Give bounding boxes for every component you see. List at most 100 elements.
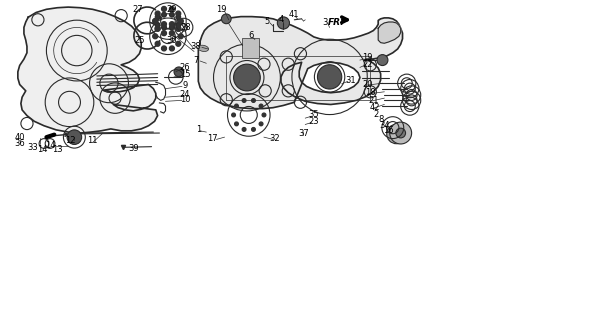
Text: 40: 40 <box>15 133 25 142</box>
Circle shape <box>153 19 158 23</box>
Circle shape <box>169 12 174 17</box>
Text: 23: 23 <box>308 117 319 126</box>
Circle shape <box>155 15 160 20</box>
Text: 26: 26 <box>180 63 190 72</box>
Text: 21: 21 <box>368 96 379 105</box>
Circle shape <box>252 99 255 102</box>
Circle shape <box>221 14 231 24</box>
Text: 37: 37 <box>298 130 309 139</box>
Text: 34: 34 <box>379 121 390 130</box>
Text: 35: 35 <box>308 110 319 119</box>
Text: 9: 9 <box>182 81 188 90</box>
Circle shape <box>252 128 255 131</box>
Circle shape <box>174 67 184 77</box>
Circle shape <box>162 22 167 27</box>
Text: 20: 20 <box>362 80 373 89</box>
Text: 33: 33 <box>28 143 39 152</box>
Polygon shape <box>199 17 403 108</box>
Circle shape <box>377 55 388 66</box>
Circle shape <box>387 124 406 144</box>
Text: 19: 19 <box>216 5 227 14</box>
Circle shape <box>176 11 181 16</box>
Circle shape <box>176 22 181 28</box>
Circle shape <box>242 128 246 131</box>
Circle shape <box>390 122 411 144</box>
Text: 30: 30 <box>166 36 177 44</box>
FancyBboxPatch shape <box>242 38 259 58</box>
Text: 29: 29 <box>166 5 177 14</box>
Text: 14: 14 <box>37 145 47 154</box>
Circle shape <box>259 104 263 108</box>
Text: 17: 17 <box>207 134 218 143</box>
Circle shape <box>169 6 174 11</box>
Circle shape <box>169 31 174 36</box>
Text: 36: 36 <box>14 139 25 148</box>
Circle shape <box>176 26 181 31</box>
Circle shape <box>155 26 160 31</box>
Circle shape <box>162 12 167 17</box>
Circle shape <box>155 11 160 16</box>
Circle shape <box>162 31 167 36</box>
Text: 22: 22 <box>362 60 373 69</box>
Text: 12: 12 <box>66 136 76 146</box>
Text: 2: 2 <box>374 109 379 118</box>
Text: 6: 6 <box>248 31 253 40</box>
Text: 25: 25 <box>134 36 145 44</box>
Text: 42: 42 <box>369 103 380 112</box>
Circle shape <box>169 46 174 51</box>
Text: 27: 27 <box>132 5 143 14</box>
Text: 15: 15 <box>180 70 190 79</box>
Circle shape <box>176 26 181 31</box>
Circle shape <box>153 19 158 23</box>
Circle shape <box>162 25 167 30</box>
Circle shape <box>178 34 183 39</box>
Circle shape <box>318 65 341 89</box>
Circle shape <box>153 34 158 39</box>
Text: 32: 32 <box>270 134 280 143</box>
Circle shape <box>235 122 238 126</box>
Text: 24: 24 <box>180 91 190 100</box>
Text: 31: 31 <box>345 76 356 84</box>
Text: 4: 4 <box>278 15 284 24</box>
Text: 14: 14 <box>45 141 55 150</box>
Circle shape <box>162 6 167 11</box>
Text: 5: 5 <box>264 17 270 26</box>
Circle shape <box>178 19 183 23</box>
Text: 7: 7 <box>193 56 199 65</box>
Text: 18: 18 <box>365 88 376 97</box>
Circle shape <box>390 128 403 140</box>
Text: 3: 3 <box>322 18 327 27</box>
Circle shape <box>178 19 183 23</box>
Circle shape <box>176 15 181 20</box>
Circle shape <box>262 113 266 117</box>
Circle shape <box>259 122 263 126</box>
Polygon shape <box>378 22 401 43</box>
Text: 41: 41 <box>289 10 300 19</box>
Ellipse shape <box>198 45 208 52</box>
Circle shape <box>242 99 246 102</box>
Circle shape <box>235 104 238 108</box>
Circle shape <box>232 113 235 117</box>
Text: 38: 38 <box>191 42 201 51</box>
Text: 16: 16 <box>383 126 394 135</box>
Circle shape <box>396 128 406 138</box>
Circle shape <box>277 17 289 29</box>
Circle shape <box>169 22 174 27</box>
Circle shape <box>162 46 167 51</box>
Text: 39: 39 <box>128 144 139 153</box>
Polygon shape <box>18 7 158 133</box>
Text: 11: 11 <box>87 136 98 146</box>
Text: FR.: FR. <box>327 19 344 28</box>
Text: 1: 1 <box>196 125 201 134</box>
Text: 8: 8 <box>378 115 383 124</box>
Text: 19: 19 <box>362 53 373 62</box>
Circle shape <box>234 64 261 91</box>
Circle shape <box>67 130 82 144</box>
Circle shape <box>155 41 160 46</box>
Text: 28: 28 <box>181 23 191 32</box>
Circle shape <box>176 41 181 46</box>
Text: 10: 10 <box>180 95 190 104</box>
Text: 13: 13 <box>52 145 63 154</box>
Circle shape <box>155 26 160 31</box>
Circle shape <box>155 22 160 28</box>
